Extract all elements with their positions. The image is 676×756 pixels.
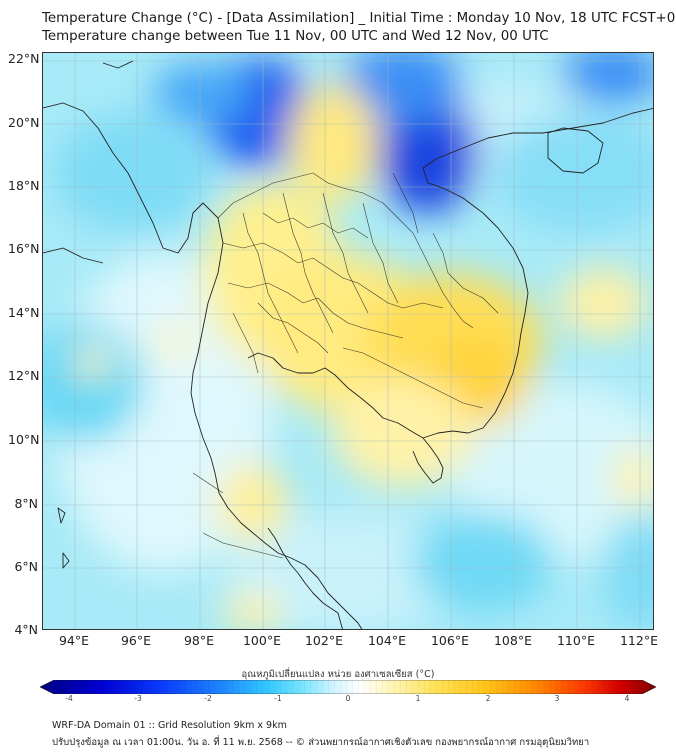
coastlines — [43, 60, 653, 629]
lon-label-100e: 100°E — [242, 633, 281, 648]
colorbar-tick-2: 2 — [485, 694, 491, 703]
lon-label-96e: 96°E — [120, 633, 152, 648]
colorbar-tick-minus4: -4 — [65, 694, 73, 703]
lat-label-4n: 4°N — [14, 622, 38, 637]
colorbar-tick-minus1: -1 — [274, 694, 282, 703]
lat-label-22n: 22°N — [8, 51, 40, 66]
province-borders — [192, 172, 499, 559]
lat-label-6n: 6°N — [14, 559, 38, 574]
footer-update-info: ปรับปรุงข้อมูล ณ เวลา 01:00น. วัน อ. ที่… — [52, 737, 590, 748]
map-subtitle: Temperature change between Tue 11 Nov, 0… — [42, 29, 549, 44]
footer-model-info: WRF-DA Domain 01 :: Grid Resolution 9km … — [52, 720, 287, 731]
lat-label-8n: 8°N — [14, 496, 38, 511]
colorbar-tick-0: 0 — [345, 694, 351, 703]
colorbar-tick-minus3: -3 — [134, 694, 142, 703]
lat-label-14n: 14°N — [8, 305, 40, 320]
colorbar-label: อุณหภูมิเปลี่ยนแปลง หน่วย องศาเซลเซียส (… — [241, 669, 435, 680]
graticule — [43, 53, 653, 629]
lat-label-16n: 16°N — [8, 241, 40, 256]
lon-label-110e: 110°E — [556, 633, 595, 648]
colorbar-tick-3: 3 — [554, 694, 560, 703]
lat-label-12n: 12°N — [8, 368, 40, 383]
colorbar-tick-4: 4 — [624, 694, 630, 703]
lon-label-104e: 104°E — [367, 633, 406, 648]
lon-label-102e: 102°E — [304, 633, 343, 648]
lon-label-108e: 108°E — [493, 633, 532, 648]
map-title: Temperature Change (°C) - [Data Assimila… — [42, 11, 676, 26]
lon-label-112e: 112°E — [619, 633, 658, 648]
map-canvas — [43, 53, 653, 629]
lat-label-10n: 10°N — [8, 432, 40, 447]
colorbar-tick-1: 1 — [415, 694, 421, 703]
colorbar — [40, 680, 656, 694]
lat-label-20n: 20°N — [8, 115, 40, 130]
lon-label-98e: 98°E — [183, 633, 215, 648]
lon-label-94e: 94°E — [58, 633, 90, 648]
lat-label-18n: 18°N — [8, 178, 40, 193]
temperature-change-map — [42, 52, 654, 630]
colorbar-tick-minus2: -2 — [204, 694, 212, 703]
lon-label-106e: 106°E — [430, 633, 469, 648]
